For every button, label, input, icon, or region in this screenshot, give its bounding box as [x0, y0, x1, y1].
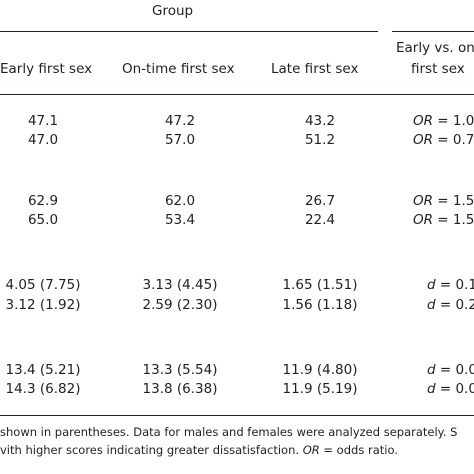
bottom-rule [0, 415, 474, 416]
cell-ontime: 13.3 (5.54) [142, 362, 218, 378]
cell-late: 11.9 (5.19) [282, 381, 358, 397]
cell-early: 3.12 (1.92) [5, 297, 81, 313]
comparison-rule [392, 31, 474, 32]
cell-ontime: 53.4 [164, 212, 196, 228]
cell-comparison: OR = 1.5 [413, 212, 474, 228]
cell-ontime: 3.13 (4.45) [142, 277, 218, 293]
cell-comparison: OR = 1.5 [413, 193, 474, 209]
cell-late: 1.65 (1.51) [282, 277, 358, 293]
cell-comparison: OR = 1.0 [413, 113, 474, 129]
cell-early: 14.3 (6.82) [5, 381, 81, 397]
cell-early: 13.4 (5.21) [5, 362, 81, 378]
table-note-line2: vith higher scores indicating greater di… [0, 443, 398, 457]
cell-comparison: d = 0.2 [427, 297, 474, 313]
cell-comparison: d = 0.0 [427, 362, 474, 378]
cell-ontime: 47.2 [164, 113, 196, 129]
cell-early: 47.1 [27, 113, 59, 129]
cell-ontime: 13.8 (6.38) [142, 381, 218, 397]
cell-ontime: 57.0 [164, 132, 196, 148]
col-header-early: Early first sex [0, 61, 93, 77]
cell-late: 43.2 [304, 113, 336, 129]
cell-comparison: d = 0.0 [427, 381, 474, 397]
cell-early: 62.9 [27, 193, 59, 209]
cell-comparison: d = 0.1 [427, 277, 474, 293]
cell-comparison: OR = 0.7 [413, 132, 474, 148]
cell-late: 1.56 (1.18) [282, 297, 358, 313]
group-rule [0, 31, 378, 32]
cell-late: 11.9 (4.80) [282, 362, 358, 378]
col-header-late: Late first sex [271, 61, 359, 77]
col-header-comparison-line2: first sex [411, 61, 465, 77]
cell-early: 65.0 [27, 212, 59, 228]
group-header: Group [152, 3, 194, 19]
col-header-ontime: On-time first sex [122, 61, 235, 77]
col-header-comparison-line1: Early vs. on- [396, 40, 474, 56]
table-note-line1: shown in parentheses. Data for males and… [0, 425, 458, 439]
cell-late: 22.4 [304, 212, 336, 228]
header-rule [0, 94, 474, 95]
cell-late: 26.7 [304, 193, 336, 209]
cell-late: 51.2 [304, 132, 336, 148]
cell-ontime: 62.0 [164, 193, 196, 209]
cell-early: 47.0 [27, 132, 59, 148]
cell-early: 4.05 (7.75) [5, 277, 81, 293]
cell-ontime: 2.59 (2.30) [142, 297, 218, 313]
